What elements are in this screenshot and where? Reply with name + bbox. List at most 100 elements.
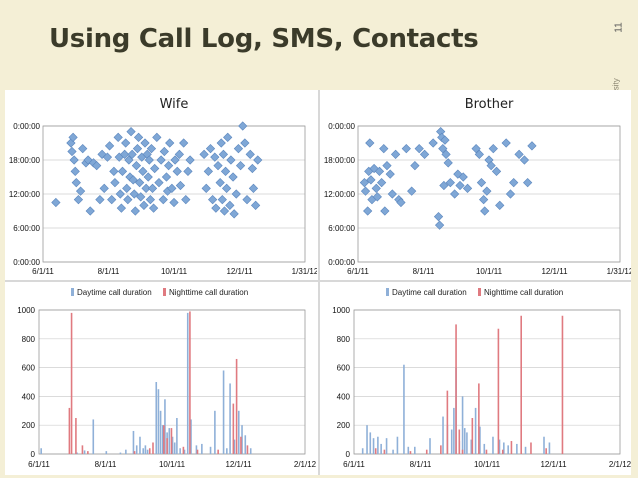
x-tick-label: 2/1/12	[609, 460, 631, 469]
daytime-bar	[201, 443, 203, 454]
daytime-bar	[183, 449, 186, 454]
daytime-bar	[173, 442, 176, 454]
daytime-bar	[142, 448, 145, 454]
y-tick-label: 400	[22, 392, 36, 401]
wife-durations-panel: Daytime call duration Nighttime call dura…	[5, 282, 317, 475]
data-point	[438, 144, 448, 154]
data-point	[130, 206, 140, 216]
daytime-bar	[171, 436, 174, 454]
daytime-bar	[483, 443, 486, 454]
data-point	[245, 149, 255, 159]
nighttime-bar	[520, 315, 522, 454]
nighttime-bar	[455, 324, 457, 454]
nighttime-bar	[545, 448, 547, 454]
data-point	[131, 161, 142, 171]
daytime-bar	[233, 439, 236, 454]
data-point	[450, 189, 460, 199]
data-point	[376, 178, 387, 188]
data-point	[439, 180, 449, 191]
data-point	[205, 144, 216, 154]
legend-label-nighttime: Nighttime call duration	[484, 288, 563, 297]
nighttime-bar	[485, 449, 488, 454]
data-point	[123, 195, 133, 205]
data-point	[231, 189, 241, 199]
data-point	[51, 197, 61, 208]
daytime-bar	[237, 410, 240, 454]
daytime-bar	[144, 445, 147, 454]
y-tick-label: 600	[337, 364, 351, 373]
data-point	[476, 178, 487, 188]
data-point	[95, 195, 105, 205]
data-point	[363, 206, 373, 216]
y-tick-label: 12:00:00	[324, 190, 356, 199]
data-point	[144, 155, 154, 165]
data-point	[216, 138, 226, 148]
data-point	[85, 206, 95, 216]
data-point	[486, 161, 496, 171]
daytime-bar	[244, 435, 247, 454]
legend-label-daytime: Daytime call duration	[392, 288, 467, 297]
nighttime-bar	[461, 449, 464, 454]
data-point	[462, 183, 473, 193]
data-point	[228, 172, 238, 182]
data-point	[147, 183, 158, 193]
data-point	[70, 166, 80, 176]
data-point	[174, 149, 184, 159]
data-point	[150, 163, 160, 174]
data-point	[210, 152, 220, 162]
data-point	[253, 155, 263, 165]
data-point	[458, 172, 468, 182]
data-point	[175, 180, 186, 191]
nighttime-bar	[458, 429, 461, 454]
data-point	[519, 155, 530, 165]
data-point	[371, 183, 381, 193]
data-point	[169, 197, 179, 208]
data-point	[213, 161, 223, 171]
data-point	[366, 175, 376, 185]
data-point	[143, 172, 153, 182]
daytime-bar	[463, 428, 466, 454]
daytime-bar	[222, 370, 225, 454]
data-point	[78, 144, 88, 154]
data-point	[126, 127, 136, 137]
daytime-bar	[241, 425, 243, 454]
nighttime-bar	[87, 451, 89, 454]
y-tick-label: 1000	[17, 306, 35, 315]
daytime-bar	[40, 448, 42, 454]
data-point	[471, 144, 481, 154]
daytime-bar	[466, 432, 468, 454]
data-point	[104, 141, 115, 151]
data-point	[495, 200, 505, 210]
brother-scatter-chart: Brother 0:00:00 18:00:00 12:00:00 6:00:00 0:0…	[324, 97, 631, 276]
daytime-bar	[403, 364, 405, 454]
x-tick-label: 8/1/11	[410, 460, 432, 469]
nighttime-bar	[530, 442, 532, 454]
brother-durations-chart: Daytime call duration Nighttime call dura…	[332, 288, 631, 469]
data-point	[109, 166, 119, 176]
nighttime-bar	[152, 442, 154, 454]
data-point	[141, 183, 151, 193]
daytime-bar	[450, 429, 453, 454]
data-point	[379, 144, 389, 154]
data-point	[474, 149, 484, 159]
x-tick-label: 8/1/11	[98, 267, 120, 276]
wife-scatter-panel: Wife 0:00:00 18:00:00 12:00:00 6:00:00 0:00:0…	[5, 90, 317, 280]
data-point	[121, 138, 131, 148]
y-tick-label: 200	[22, 421, 36, 430]
plot-frame	[42, 125, 306, 263]
data-point	[218, 149, 229, 159]
x-tick-label: 10/1/11	[474, 460, 501, 469]
data-point	[482, 186, 492, 196]
data-point	[117, 166, 128, 176]
daytime-bar	[548, 442, 551, 454]
nighttime-bar	[232, 403, 235, 454]
daytime-bar	[372, 438, 375, 454]
panel-divider-vertical	[318, 90, 320, 475]
data-point	[441, 149, 451, 159]
data-point	[73, 195, 84, 205]
data-point	[68, 132, 78, 142]
data-point	[154, 178, 164, 188]
data-point	[119, 149, 130, 159]
data-point	[385, 169, 395, 179]
brother-durations-panel: Daytime call duration Nighttime call dura…	[320, 282, 631, 475]
